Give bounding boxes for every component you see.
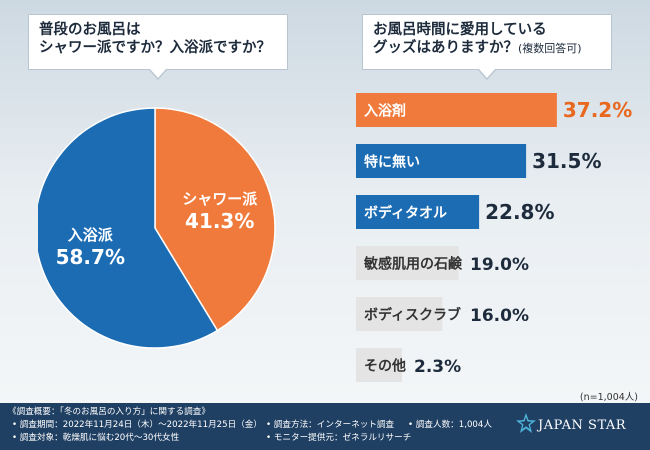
bar-category-label: 特に無い <box>364 154 420 171</box>
survey-method: • 調査方法：インターネット調査 <box>266 420 395 430</box>
pie-value-label: 58.7% <box>56 245 125 269</box>
bar-value-label: 2.3% <box>414 357 461 377</box>
survey-provider: • モニター提供元：ゼネラルリサーチ <box>266 433 412 443</box>
bar-chart: 入浴剤 37.2% 特に無い 31.5% ボディタオル 22.8% 敏感肌用の石鹸 19.0%… <box>356 93 632 382</box>
question-2-line-2: グッズはありますか？ <box>373 40 518 56</box>
survey-period: • 調査期間：2022年11月24日（木）～2022年11月25日（金） <box>12 420 262 430</box>
question-2-box: お風呂時間に愛用している グッズはありますか？(複数回答可) <box>362 14 612 80</box>
bar-value-label: 31.5% <box>532 149 601 173</box>
question-1-line-2: シャワー派ですか？入浴派ですか？ <box>39 40 271 56</box>
survey-title: 《調査概要：「冬のお風呂の入り方」に関する調査》 <box>8 407 210 417</box>
japan-star-logo-text: JAPAN STAR <box>538 418 627 433</box>
question-1-line-1: 普段のお風呂は <box>39 22 141 38</box>
bar-value-label: 16.0% <box>470 306 529 326</box>
pie-slice-1 <box>154 107 276 332</box>
bar-5 <box>356 297 443 331</box>
bar-value-label: 19.0% <box>470 255 529 275</box>
survey-footer: 《調査概要：「冬のお風呂の入り方」に関する調査》 • 調査期間：2022年11月… <box>0 403 650 450</box>
pie-value-label: 41.3% <box>185 209 254 233</box>
pie-category-label: 入浴派 <box>68 226 114 244</box>
question-2-note: (複数回答可) <box>518 42 582 55</box>
bar-2 <box>356 144 527 178</box>
bar-category-label: ボディタオル <box>364 205 447 222</box>
sample-size-note: (n=1,004人) <box>579 392 638 403</box>
question-1-box: 普段のお風呂は シャワー派ですか？入浴派ですか？ <box>28 14 288 80</box>
survey-count: • 調査人数：1,004人 <box>408 420 492 430</box>
bar-value-label: 22.8% <box>485 200 554 224</box>
pie-slice-2 <box>38 107 219 349</box>
bar-3 <box>356 195 480 229</box>
bar-4 <box>356 246 459 280</box>
bar-category-label: 入浴剤 <box>364 103 406 120</box>
bar-category-label: その他 <box>364 358 406 375</box>
bar-category-label: 敏感肌用の石鹸 <box>363 256 463 273</box>
survey-target: • 調査対象：乾燥肌に悩む20代～30代女性 <box>12 433 180 443</box>
question-2-line-1: お風呂時間に愛用している <box>373 22 547 38</box>
bar-value-label: 37.2% <box>563 98 632 122</box>
bar-6 <box>356 348 402 382</box>
bar-category-label: ボディスクラブ <box>364 307 461 324</box>
japan-star-logo-icon <box>516 413 536 433</box>
bar-1 <box>356 93 557 127</box>
pie-category-label: シャワー派 <box>182 190 258 208</box>
